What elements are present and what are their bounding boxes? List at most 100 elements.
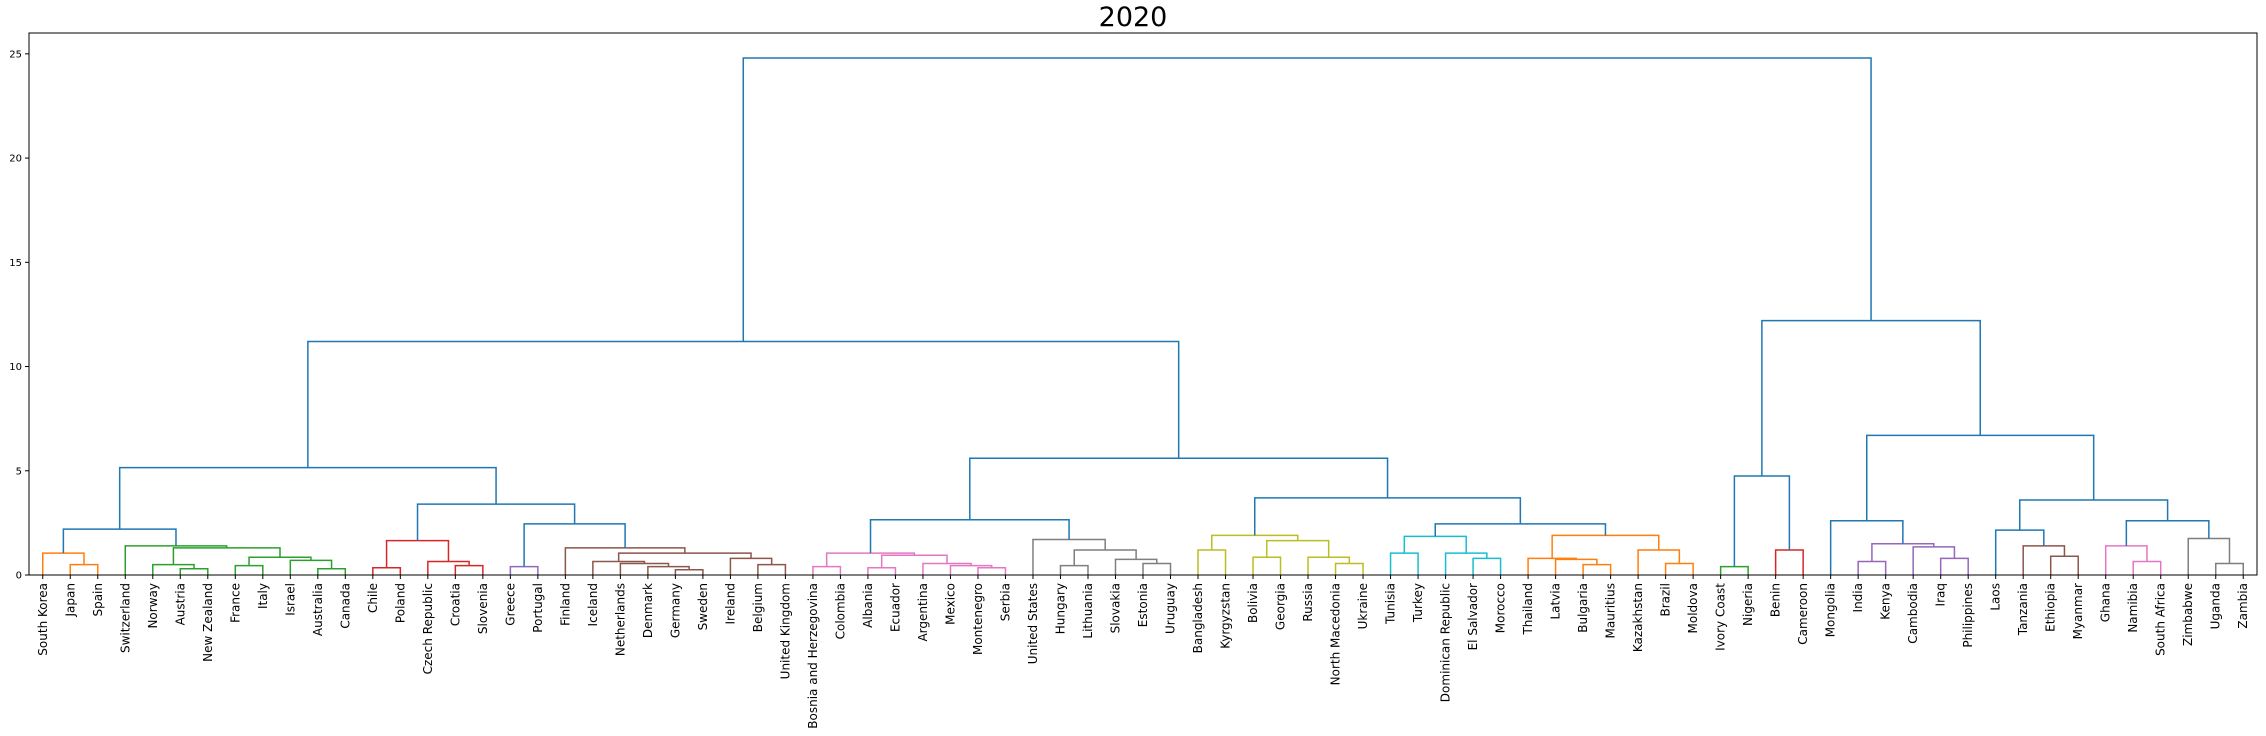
dendrogram-link <box>1551 534 1660 559</box>
dendrogram-link <box>1554 558 1598 575</box>
dendrogram-link <box>509 565 539 575</box>
dendrogram-link <box>674 569 704 575</box>
leaf-label: Tunisia <box>1384 583 1398 625</box>
leaf-label: Philippines <box>1961 583 1975 648</box>
dendrogram-link <box>825 552 916 567</box>
dendrogram-link <box>1211 534 1299 550</box>
leaf-label: Hungary <box>1053 583 1067 634</box>
dendrogram-link <box>454 564 484 575</box>
dendrogram-link <box>1637 549 1681 575</box>
y-tick-label: 10 <box>9 362 22 373</box>
leaf-label: Ghana <box>2099 583 2113 622</box>
dendrogram-link <box>1073 549 1137 566</box>
dendrogram-link <box>2104 545 2148 575</box>
dendrogram-links <box>42 57 2244 575</box>
leaf-label: France <box>228 583 242 623</box>
leaf-label: Bosnia and Herzegovina <box>806 583 820 729</box>
leaf-label: Japan <box>63 583 77 617</box>
dendrogram-link <box>317 567 347 575</box>
dendrogram-link <box>742 57 1872 342</box>
leaf-label: Australia <box>311 583 325 636</box>
dendrogram-link <box>1472 557 1502 575</box>
leaf-label: United Kingdom <box>778 583 792 679</box>
leaf-label: Germany <box>668 583 682 638</box>
dendrogram-link <box>1403 535 1467 554</box>
dendrogram-link <box>2132 560 2162 575</box>
dendrogram-link <box>1114 558 1158 575</box>
dendrogram-link <box>1032 538 1106 575</box>
dendrogram-link <box>812 565 842 575</box>
dendrogram-link <box>118 466 497 530</box>
leaf-label: Greece <box>503 583 517 626</box>
dendrogram-link <box>2022 545 2066 575</box>
dendrogram-link <box>1664 562 1694 575</box>
leaf-label: Nigeria <box>1741 583 1755 626</box>
dendrogram-link <box>1733 475 1791 567</box>
leaf-label: Israel <box>283 583 297 616</box>
dendrogram-link <box>922 562 972 575</box>
leaf-label: Portugal <box>531 583 545 633</box>
y-tick-label: 15 <box>9 258 22 269</box>
leaf-label: Iraq <box>1934 583 1948 606</box>
dendrogram-link <box>307 340 1180 468</box>
leaf-label: Montenegro <box>971 583 985 655</box>
dendrogram-link <box>617 552 752 562</box>
axes: 0 5 10 15 20 25 <box>9 32 2258 582</box>
leaf-label: North Macedonia <box>1329 583 1343 685</box>
dendrogram-link <box>647 565 690 575</box>
dendrogram-link <box>2019 499 2169 531</box>
dendrogram-link <box>1253 497 1522 536</box>
dendrogram-link <box>416 503 576 541</box>
leaf-label: Albania <box>861 583 875 628</box>
dendrogram-link <box>289 559 333 575</box>
leaf-label: Norway <box>146 583 160 629</box>
leaf-label: Finland <box>558 583 572 626</box>
leaf-label: India <box>1851 583 1865 612</box>
dendrogram-link <box>42 552 85 575</box>
leaf-label: Chile <box>366 583 380 613</box>
dendrogram-link <box>1307 556 1351 575</box>
leaf-label: Kenya <box>1879 583 1893 620</box>
dendrogram-link <box>1334 562 1364 575</box>
leaf-label: Czech Republic <box>421 583 435 674</box>
dendrogram-link <box>1719 565 1749 575</box>
leaf-label: Poland <box>393 583 407 623</box>
leaf-label: Italy <box>256 583 270 609</box>
dendrogram-link <box>619 562 670 575</box>
leaf-label: Brazil <box>1659 583 1673 617</box>
dendrogram-link <box>2125 520 2210 546</box>
leaf-label: Bangladesh <box>1191 583 1205 653</box>
leaf-label: Ethiopia <box>2044 583 2058 632</box>
dendrogram-link <box>1389 552 1419 575</box>
leaf-label: Estonia <box>1136 583 1150 627</box>
leaf-label: Austria <box>173 583 187 625</box>
dendrogram-link <box>1266 539 1330 558</box>
leaf-label: Switzerland <box>118 583 132 653</box>
dendrogram-link <box>880 554 948 568</box>
dendrogram-link <box>523 523 626 567</box>
dendrogram-link <box>977 566 1007 575</box>
leaf-label: Kazakhstan <box>1631 583 1645 652</box>
y-tick-label: 5 <box>16 466 22 477</box>
leaf-label: Croatia <box>448 583 462 626</box>
leaf-label: Kyrgyzstan <box>1219 583 1233 649</box>
leaf-label: Belgium <box>751 583 765 632</box>
leaf-labels: South Korea Japan Spain Switzerland Norway Au… <box>36 583 2250 729</box>
leaf-label: Cameroon <box>1796 583 1810 645</box>
leaf-label: Myanmar <box>2071 583 2085 639</box>
leaf-label: Denmark <box>641 583 655 638</box>
dendrogram-link <box>1866 434 2095 521</box>
leaf-label: Slovakia <box>1108 583 1122 633</box>
dendrogram-link <box>1142 562 1172 575</box>
leaf-label: Argentina <box>916 583 930 642</box>
dendrogram-link <box>179 567 209 575</box>
leaf-label: Zimbabwe <box>2181 583 2195 646</box>
leaf-label: Tanzania <box>2016 583 2030 636</box>
dendrogram-link <box>152 563 195 575</box>
dendrogram-link <box>1582 563 1612 575</box>
leaf-label: South Africa <box>2154 583 2168 656</box>
plot-frame <box>28 32 2258 576</box>
dendrogram-link <box>2187 537 2231 575</box>
dendrogram-link <box>372 566 402 575</box>
